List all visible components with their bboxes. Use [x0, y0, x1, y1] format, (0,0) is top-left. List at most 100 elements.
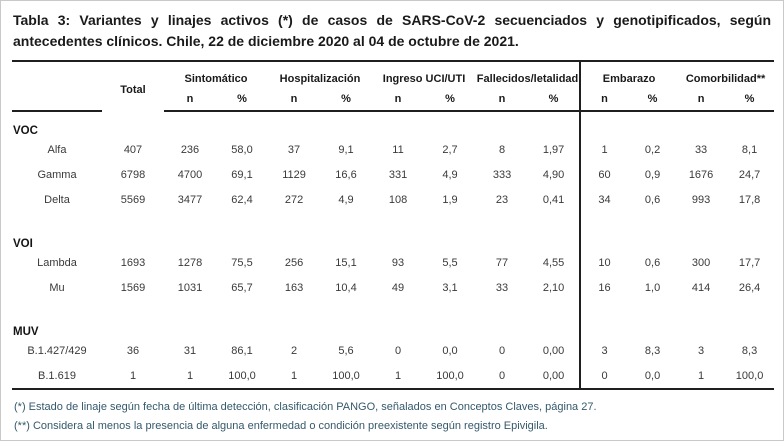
value-cell: 2,10 — [542, 281, 565, 294]
value-cell: 0,0 — [644, 369, 661, 382]
value-cell: 100,0 — [436, 369, 464, 382]
row-label: B.1.427/429 — [27, 344, 87, 357]
spacer-cell — [579, 300, 775, 313]
sub-header: % — [528, 90, 581, 112]
sub-header: % — [320, 90, 373, 112]
table-row: Lambda 1693 1278 75,5 256 15,1 93 5,5 77 4,55 10 0,… — [12, 250, 774, 275]
section-label: VOI — [13, 238, 33, 250]
value-cell: 1,9 — [442, 193, 458, 206]
value-cell: 60 — [579, 162, 629, 187]
value-cell: 62,4 — [231, 193, 253, 206]
section-label-fill — [579, 313, 775, 338]
value-cell: 272 — [284, 193, 304, 206]
row-label: Mu — [49, 281, 65, 294]
value-cell: 1031 — [177, 281, 203, 294]
value-cell: 1,97 — [542, 143, 565, 156]
value-cell: 10,4 — [335, 281, 357, 294]
value-cell: 1676 — [688, 168, 714, 181]
group-header: Embarazo — [579, 61, 678, 90]
value-cell: 1129 — [282, 168, 306, 181]
footnote-uti-uci: UTI= Unidad de tratamientos intermedios.… — [14, 439, 770, 441]
value-cell: 75,5 — [231, 256, 253, 269]
value-cell: 65,7 — [231, 281, 253, 294]
table-row: B.1.427/429 36 31 86,1 2 5,6 0 0,0 0 0,00 3 8,3 3 8,3 — [12, 338, 774, 363]
value-cell: 256 — [284, 256, 304, 269]
value-cell: 8,1 — [741, 143, 758, 156]
value-cell: 5,5 — [442, 256, 458, 269]
value-cell: 8 — [498, 143, 506, 156]
value-cell: 0 — [394, 344, 402, 357]
value-cell: 86,1 — [231, 344, 253, 357]
value-cell: 300 — [691, 256, 711, 269]
spacer-row — [12, 300, 775, 313]
value-cell: 24,7 — [738, 168, 761, 181]
sub-header: % — [628, 90, 678, 112]
sub-header: n — [476, 90, 529, 112]
group-header: Sintomático — [184, 73, 248, 85]
value-cell: 26,4 — [738, 281, 761, 294]
value-cell: 100,0 — [332, 369, 360, 382]
value-cell: 0,00 — [542, 344, 565, 357]
value-cell: 100,0 — [228, 369, 256, 382]
spacer-cell — [579, 212, 775, 225]
value-cell: 3 — [579, 338, 629, 363]
section-row: VOI — [12, 225, 775, 250]
value-cell: 0,2 — [644, 143, 661, 156]
value-cell: 6798 — [120, 168, 146, 181]
value-cell: 0,6 — [644, 256, 661, 269]
value-cell: 1 — [579, 137, 629, 162]
value-cell: 2 — [290, 344, 298, 357]
value-cell: 5,6 — [338, 344, 354, 357]
group-header: Hospitalización — [279, 73, 361, 85]
value-cell: 1 — [290, 369, 298, 382]
row-label: Alfa — [47, 143, 67, 156]
value-cell: 5569 — [120, 193, 146, 206]
spacer-cell — [12, 212, 580, 225]
value-cell: 36 — [126, 344, 140, 357]
value-cell: 8,3 — [741, 344, 758, 357]
table-body: VOC Alfa 407 236 58,0 37 9,1 11 2,7 8 1,97 1 0,2 33 8,… — [12, 111, 775, 389]
value-cell: 16 — [579, 275, 629, 300]
value-cell: 3477 — [177, 193, 203, 206]
value-cell: 0 — [498, 344, 506, 357]
footnote-linaje: (*) Estado de linaje según fecha de últi… — [14, 401, 597, 413]
value-cell: 0,6 — [644, 193, 661, 206]
value-cell: 1,0 — [644, 281, 661, 294]
value-cell: 33 — [495, 281, 509, 294]
table-row: Mu 1569 1031 65,7 163 10,4 49 3,1 33 2,10 16 1,0 414… — [12, 275, 774, 300]
value-cell: 0,41 — [542, 193, 565, 206]
value-cell: 333 — [492, 168, 512, 181]
section-label-fill — [579, 111, 775, 137]
value-cell: 2,7 — [442, 143, 458, 156]
total-column-header: Total — [120, 83, 146, 96]
sub-header: n — [372, 90, 425, 112]
footnotes-block: (*) Estado de linaje según fecha de últi… — [14, 401, 770, 441]
value-cell: 1693 — [120, 256, 146, 269]
section-label: MUV — [13, 326, 39, 338]
table-row: Delta 5569 3477 62,4 272 4,9 108 1,9 23 0,41 34 0,6… — [12, 187, 774, 212]
value-cell: 17,7 — [738, 256, 761, 269]
value-cell: 414 — [691, 281, 711, 294]
table-row: Alfa 407 236 58,0 37 9,1 11 2,7 8 1,97 1 0,2 33 8,1 — [12, 137, 774, 162]
value-cell: 0 — [498, 369, 506, 382]
value-cell: 33 — [694, 143, 708, 156]
value-cell: 3 — [698, 344, 705, 357]
corner-cell — [12, 61, 102, 112]
value-cell: 77 — [495, 256, 509, 269]
value-cell: 236 — [180, 143, 200, 156]
row-label: Delta — [44, 193, 70, 206]
value-cell: 16,6 — [335, 168, 357, 181]
value-cell: 0,00 — [542, 369, 565, 382]
value-cell: 4,9 — [442, 168, 458, 181]
spacer-row — [12, 212, 775, 225]
value-cell: 9,1 — [338, 143, 354, 156]
table-title: Tabla 3: Variantes y linajes activos (*)… — [13, 12, 771, 49]
value-cell: 0 — [579, 363, 629, 389]
sub-header: % — [725, 90, 775, 112]
value-cell: 4,90 — [542, 168, 565, 181]
value-cell: 1 — [698, 369, 705, 382]
row-label: Gamma — [37, 168, 77, 181]
value-cell: 37 — [287, 143, 301, 156]
value-cell: 100,0 — [735, 369, 764, 382]
